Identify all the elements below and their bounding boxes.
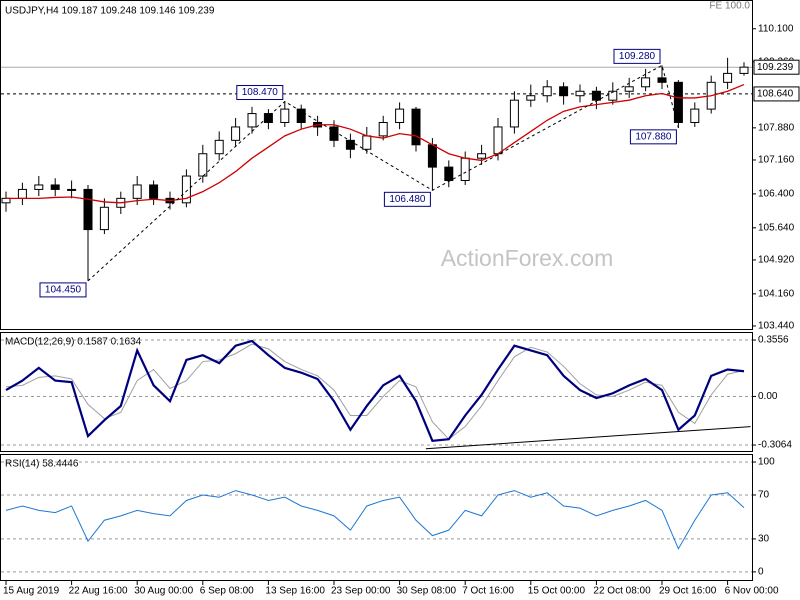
candle-body [198,153,208,177]
x-tick-label: 29 Oct 16:00 [659,586,717,597]
candle-body [559,86,569,97]
price-label: 108.640 [757,89,794,100]
x-tick-label: 15 Aug 2019 [3,586,60,597]
candle-body [427,144,437,168]
annotation-box [383,191,431,207]
x-tick-label: 15 Oct 00:00 [528,586,586,597]
candle-body [50,184,60,190]
indicator-line [5,339,745,443]
macd-panel [0,332,753,452]
candle-body [214,139,224,155]
annotation-label: 107.880 [635,131,672,142]
candle-body [149,184,159,199]
price-label-box [753,86,800,102]
panel-title: USDJPY,H4 109.187 109.248 109.146 109.23… [5,6,215,17]
zigzag [87,64,679,282]
y-tick-label: 0.00 [758,391,778,402]
annotation-box [629,129,677,145]
y-tick-label: 107.160 [758,155,795,166]
y-tick-label: 30 [758,534,770,545]
annotation-label: 106.480 [389,194,426,205]
candle-body [641,77,651,88]
x-tick-label: 30 Aug 00:00 [134,586,193,597]
candle-body [460,157,470,182]
panel-title: MACD(12,26,9) 0.1587 0.1634 [5,337,142,348]
price-panel [0,0,753,330]
candle-body [362,135,372,150]
candle-body [444,166,454,182]
candle-body [231,126,241,141]
y-tick-label: 106.400 [758,189,795,200]
fe-note: FE 100.0 [709,1,750,12]
candle-body [263,113,273,123]
candle-body [395,108,405,123]
candle-body [477,153,487,159]
candle-body [67,188,77,191]
annotation-box [613,48,661,64]
x-tick-label: 23 Sep 00:00 [331,586,391,597]
candle-body [247,113,257,128]
candle-body [575,90,585,97]
annotation-label: 108.470 [242,87,279,98]
x-tick-label: 13 Sep 16:00 [265,586,325,597]
candle-body [132,184,142,199]
x-tick-label: 30 Sep 08:00 [397,586,457,597]
price-label-box [753,59,800,75]
rsi-panel [0,454,753,581]
annotation-label: 104.450 [45,285,82,296]
trendline [425,426,751,450]
y-tick-label: 110.100 [758,23,794,34]
annotation-label: 109.280 [619,51,656,62]
watermark: ActionForex.com [441,245,614,271]
y-tick-label: 0 [758,567,764,578]
indicator-line [5,490,745,550]
candle-body [542,86,552,97]
y-tick-label: 107.880 [758,122,795,133]
x-tick-label: 22 Oct 08:00 [593,586,651,597]
y-tick-label: 104.160 [758,288,795,299]
y-tick-label: 103.440 [758,321,795,332]
candle-body [378,121,388,137]
moving-average [6,83,745,204]
y-tick-label: -0.3064 [758,440,792,451]
candle-body [296,108,306,123]
candle-body [608,90,618,101]
x-tick-label: 6 Nov 00:00 [725,586,779,597]
candle-body [181,175,191,204]
price-label: 109.239 [757,62,794,73]
candle-body [34,184,44,190]
x-tick-label: 6 Sep 08:00 [200,586,254,597]
y-tick-label: 70 [758,490,770,501]
candle-body [1,197,11,204]
candle-body [280,108,290,123]
y-tick-label: 100 [758,457,775,468]
x-tick-label: 7 Oct 16:00 [462,586,514,597]
candle-body [509,99,519,128]
y-tick-label: 0.3556 [758,335,789,346]
candle-body [624,86,634,92]
candle-body [526,95,536,101]
candle-body [739,66,749,74]
candle-body [493,126,503,155]
annotation-box [236,85,284,101]
candle-body [345,139,355,150]
candle-body [83,188,93,231]
candle-body [591,90,601,101]
y-tick-label: 104.920 [758,255,795,266]
annotation-box [39,282,87,298]
candle-body [329,126,339,141]
candle-body [723,72,733,83]
y-tick-label: 105.640 [758,222,795,233]
candle-body [657,77,667,83]
candle-body [690,108,700,123]
indicator-line [5,343,745,440]
panel-title: RSI(14) 58.4446 [5,459,79,470]
candle-body [673,81,683,123]
candle-body [17,188,27,199]
x-tick-label: 22 Aug 16:00 [69,586,128,597]
candle-body [99,206,109,231]
candle-body [411,108,421,146]
